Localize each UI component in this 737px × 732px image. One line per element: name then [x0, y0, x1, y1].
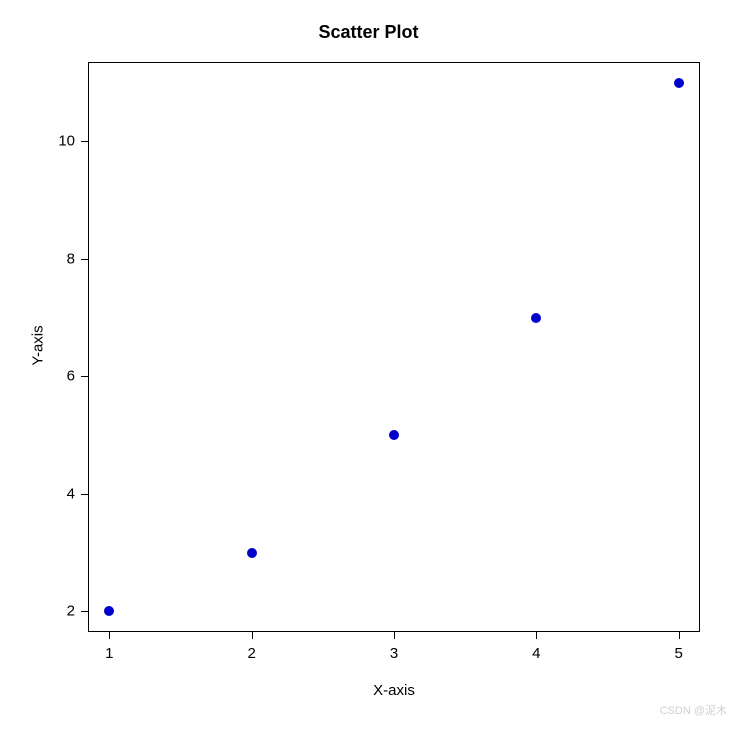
plot-area	[88, 62, 700, 632]
y-axis-label: Y-axis	[30, 325, 47, 365]
data-point	[674, 78, 684, 88]
watermark: CSDN @泥木	[660, 702, 727, 718]
x-tick-mark	[252, 632, 253, 639]
x-tick-mark	[109, 632, 110, 639]
y-tick-label: 2	[67, 603, 75, 620]
x-tick-label: 4	[532, 645, 540, 662]
chart-container: Scatter Plot Y-axis X-axis CSDN @泥木 1 2 3 4…	[0, 0, 737, 732]
y-tick-mark	[81, 259, 88, 260]
x-axis-label: X-axis	[88, 682, 700, 699]
y-tick-label: 8	[67, 250, 75, 267]
x-tick-label: 2	[248, 645, 256, 662]
x-tick-mark	[536, 632, 537, 639]
x-tick-label: 5	[674, 645, 682, 662]
x-tick-mark	[679, 632, 680, 639]
data-point	[104, 606, 114, 616]
x-tick-label: 1	[105, 645, 113, 662]
y-tick-label: 6	[67, 368, 75, 385]
x-tick-label: 3	[390, 645, 398, 662]
x-tick-mark	[394, 632, 395, 639]
data-point	[389, 430, 399, 440]
y-tick-mark	[81, 494, 88, 495]
y-tick-label: 4	[67, 485, 75, 502]
y-tick-label: 10	[58, 133, 75, 150]
data-point	[531, 313, 541, 323]
y-tick-mark	[81, 141, 88, 142]
y-tick-mark	[81, 376, 88, 377]
data-point	[247, 548, 257, 558]
y-tick-mark	[81, 611, 88, 612]
chart-title: Scatter Plot	[0, 22, 737, 43]
